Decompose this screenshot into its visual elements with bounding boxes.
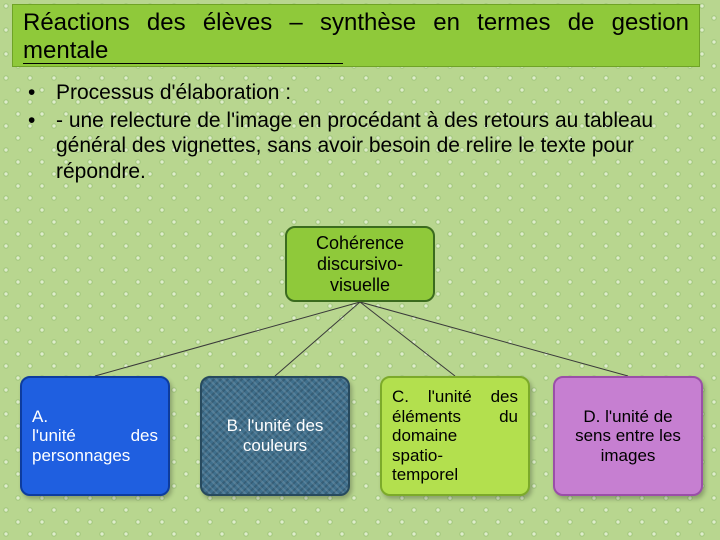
node-label: D. l'unité de sens entre les images (565, 407, 691, 466)
title-bar: Réactions des élèves – synthèse en terme… (12, 4, 700, 67)
root-node-coherence: Cohérence discursivo-visuelle (285, 226, 435, 302)
node-line: domaine (392, 426, 518, 446)
node-line: éléments du (392, 407, 518, 427)
leaf-node-c-spatiotemporel: C. l'unité des éléments du domaine spati… (380, 376, 530, 496)
node-heading: A. (32, 407, 158, 427)
bullet-text: - une relecture de l'image en procédant … (56, 108, 690, 185)
node-line: l'unité des (32, 426, 158, 446)
leaf-node-b-couleurs: B. l'unité des couleurs (200, 376, 350, 496)
node-line: personnages (32, 446, 158, 466)
node-line: spatio- (392, 446, 518, 466)
node-line: C. l'unité des (392, 387, 518, 407)
node-line: temporel (392, 465, 518, 485)
bullet-marker: • (24, 108, 56, 185)
leaf-node-d-sens: D. l'unité de sens entre les images (553, 376, 703, 496)
node-label: B. l'unité des couleurs (212, 416, 338, 455)
bullet-item: • Processus d'élaboration : (24, 80, 690, 106)
page-title: Réactions des élèves – synthèse en terme… (23, 9, 689, 64)
bullet-marker: • (24, 80, 56, 106)
bullet-text: Processus d'élaboration : (56, 80, 690, 106)
bullet-item: • - une relecture de l'image en procédan… (24, 108, 690, 185)
leaf-node-a-personnages: A. l'unité des personnages (20, 376, 170, 496)
bullet-list: • Processus d'élaboration : • - une rele… (24, 80, 690, 186)
root-node-label: Cohérence discursivo-visuelle (287, 233, 433, 296)
